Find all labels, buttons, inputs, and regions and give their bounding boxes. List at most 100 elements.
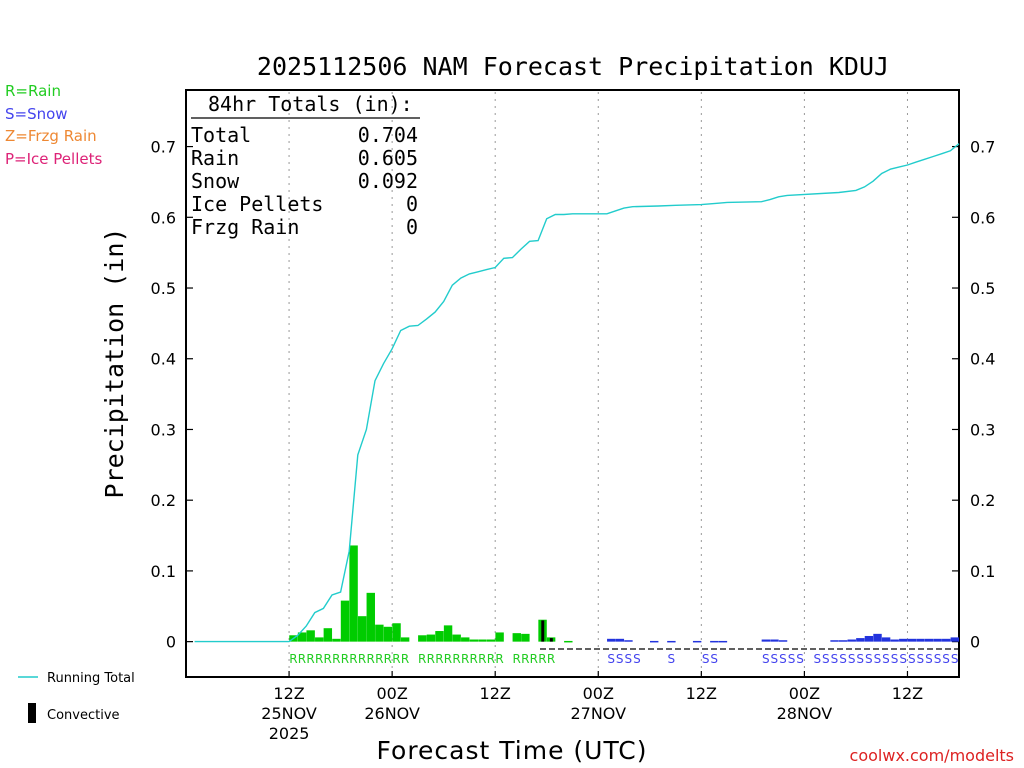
snow-bar	[847, 639, 856, 642]
y-axis-right: 0 0.1 0.2 0.3 0.4 0.5 0.6 0.7	[952, 138, 995, 652]
snow-type-letter: S	[702, 652, 710, 666]
x-tick-label: 12Z	[892, 684, 923, 703]
rain-type-letter: R	[306, 652, 314, 666]
legend-ice-pellets: P=Ice Pellets	[5, 150, 102, 168]
rain-bar	[366, 592, 375, 642]
rain-type-letter: R	[538, 652, 546, 666]
running-total-label: Running Total	[47, 671, 135, 686]
rain-bar	[461, 637, 470, 642]
y-tick-label: 0	[166, 633, 176, 652]
rain-type-letter: R	[452, 652, 460, 666]
rain-bar	[443, 625, 453, 642]
rain-type-letter: R	[401, 652, 409, 666]
y-tick-label: 0.3	[151, 420, 176, 439]
rain-type-letter: R	[366, 652, 374, 666]
snow-type-letter: S	[831, 652, 839, 666]
rain-type-letter: R	[444, 652, 452, 666]
rain-bar	[400, 637, 410, 642]
rain-bar	[512, 633, 521, 642]
snow-type-letter: S	[934, 652, 942, 666]
y-tick-label-right: 0.1	[970, 562, 995, 581]
snow-bar	[838, 640, 848, 642]
convective-bar	[549, 638, 553, 642]
y-tick-label-right: 0.3	[970, 420, 995, 439]
running-total-line	[194, 143, 960, 643]
y-tick-label-right: 0	[970, 633, 980, 652]
x-tick-label: 26NOV	[364, 704, 420, 723]
rain-type-letter: R	[427, 652, 435, 666]
snow-bar	[778, 640, 788, 642]
snow-bar	[873, 633, 882, 642]
rain-type-letter: R	[375, 652, 383, 666]
rain-type-letter: R	[358, 652, 366, 666]
credit-text: coolwx.com/modelts	[850, 746, 1014, 765]
rain-type-letter: R	[332, 652, 340, 666]
x-axis-title: Forecast Time (UTC)	[377, 736, 648, 765]
plot-frame	[185, 89, 960, 678]
legend-frzg-rain: Z=Frzg Rain	[5, 127, 97, 145]
snow-type-letter: S	[848, 652, 856, 666]
ptype-legend: R=Rain S=Snow Z=Frzg Rain P=Ice Pellets	[5, 82, 102, 168]
precip-bars	[289, 545, 960, 643]
snow-type-letter: S	[839, 652, 847, 666]
rain-bar	[392, 623, 401, 642]
rain-bar	[306, 630, 315, 642]
rain-bar	[452, 634, 461, 642]
y-tick-label-right: 0.7	[970, 138, 995, 157]
snow-type-letter: S	[925, 652, 933, 666]
snow-bar	[667, 640, 676, 643]
rain-type-letter: R	[547, 652, 555, 666]
y-tick-label: 0.5	[151, 279, 176, 298]
totals-header: 84hr Totals (in):	[208, 92, 413, 116]
rain-type-letter: R	[349, 652, 357, 666]
x-tick-label: 00Z	[583, 684, 614, 703]
convective-label: Convective	[47, 708, 120, 723]
rain-bar	[297, 632, 307, 642]
y-tick-label-right: 0.2	[970, 491, 995, 510]
rain-bar	[375, 624, 384, 642]
totals-value-total: 0.704	[358, 123, 418, 147]
snow-type-letter: S	[667, 652, 675, 666]
snow-bar	[890, 639, 899, 642]
rain-bar	[357, 616, 367, 642]
rain-bar	[521, 633, 530, 642]
y-tick-label: 0.2	[151, 491, 176, 510]
y-tick-label-right: 0.6	[970, 208, 995, 227]
rain-bar	[323, 628, 333, 642]
totals-label-total: Total	[191, 123, 251, 147]
rain-bar	[469, 639, 479, 642]
x-tick-label: 25NOV	[261, 704, 317, 723]
legend-rain: R=Rain	[5, 82, 61, 100]
rain-type-letter: R	[513, 652, 521, 666]
snow-type-letter: S	[882, 652, 890, 666]
rain-type-letter: R	[384, 652, 392, 666]
rain-bar	[340, 600, 350, 642]
snow-bar	[607, 638, 616, 642]
series-legend: Running Total Convective	[18, 671, 135, 723]
rain-bar	[383, 626, 393, 642]
snow-bar	[942, 638, 951, 642]
snow-bar	[856, 638, 865, 642]
snow-bar	[864, 635, 874, 642]
snow-bar	[692, 640, 702, 643]
rain-type-letter: R	[435, 652, 443, 666]
snow-bar	[761, 639, 771, 642]
rain-bar	[564, 640, 573, 643]
snow-bar	[950, 637, 960, 642]
x-tick-label: 2025	[269, 724, 310, 743]
rain-bar	[418, 635, 427, 642]
rain-type-letter: R	[392, 652, 400, 666]
rain-bar	[486, 639, 496, 642]
snow-bar	[907, 638, 917, 642]
y-tick-label: 0.4	[151, 350, 176, 369]
snow-type-letter: S	[710, 652, 718, 666]
totals-label-rain: Rain	[191, 146, 239, 170]
convective-swatch	[28, 703, 36, 723]
snow-bar	[615, 638, 625, 642]
snow-bar	[881, 637, 891, 642]
x-tick-label: 00Z	[376, 684, 407, 703]
totals-box: 84hr Totals (in): Total 0.704 Rain 0.605…	[191, 92, 420, 239]
snow-type-letter: S	[822, 652, 830, 666]
rain-bar	[349, 545, 358, 642]
